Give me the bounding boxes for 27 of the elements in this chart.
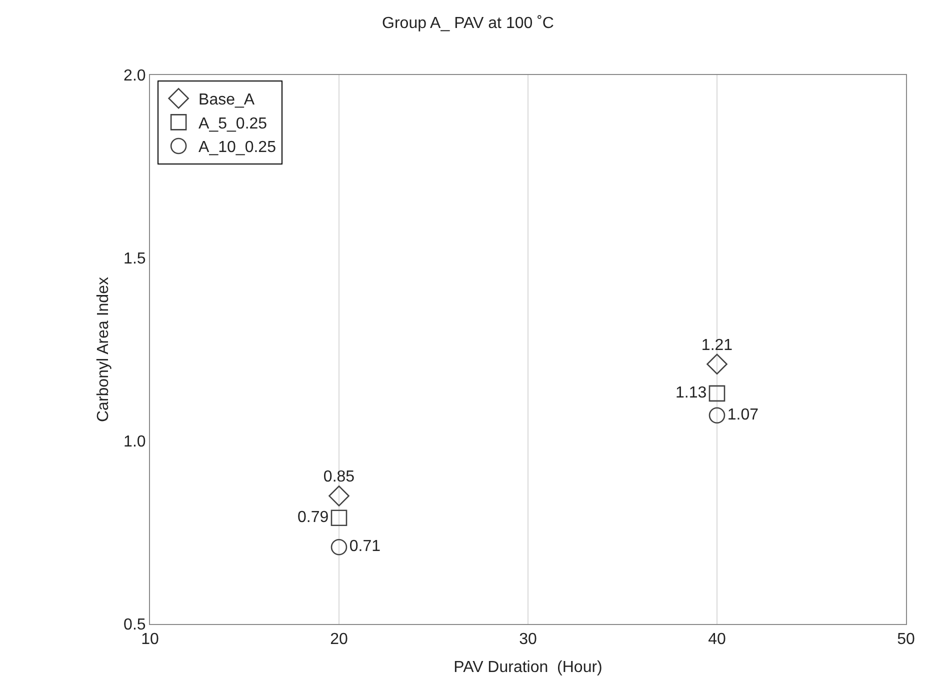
y-tick-label: 2.0 <box>124 68 146 85</box>
legend-label: Base_A <box>198 92 255 109</box>
point <box>708 407 726 424</box>
data-label: 1.07 <box>727 406 759 424</box>
point <box>706 354 728 375</box>
point <box>330 510 348 526</box>
x-tick-label: 20 <box>330 631 348 648</box>
legend-label: A_5_0.25 <box>198 115 268 132</box>
x-axis-title: PAV Duration (Hour) <box>454 659 602 676</box>
x-tick-label: 50 <box>897 631 915 648</box>
data-label: 1.21 <box>701 336 733 354</box>
data-label: 0.79 <box>297 508 329 526</box>
point <box>330 538 348 556</box>
data-label: 0.85 <box>323 468 355 486</box>
legend-label: A_10_0.25 <box>198 139 276 156</box>
x-tick-label: 40 <box>708 631 726 648</box>
y-tick-label: 0.5 <box>124 616 146 634</box>
x-tick-label: 10 <box>141 631 159 648</box>
point <box>708 385 726 402</box>
data-label: 1.13 <box>675 384 707 402</box>
point <box>328 486 350 506</box>
y-tick-label: 1.5 <box>124 250 146 268</box>
data-label: 0.71 <box>349 538 381 556</box>
y-tick-label: 1.0 <box>124 434 146 451</box>
y-axis-title: Carbonyl Area Index <box>95 277 112 422</box>
chart-title: Group A_ PAV at 100 ˚C <box>382 15 554 32</box>
x-tick-label: 30 <box>519 631 537 648</box>
